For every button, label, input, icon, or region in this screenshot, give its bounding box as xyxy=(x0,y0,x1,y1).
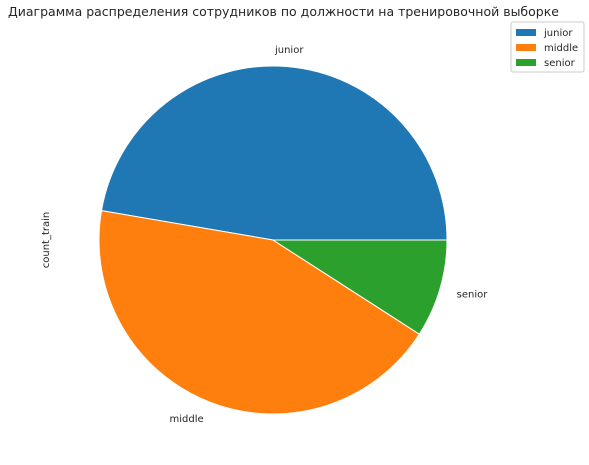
legend-label-junior: junior xyxy=(543,28,573,39)
chart-title: Диаграмма распределения сотрудников по д… xyxy=(8,4,559,19)
pie-slice-junior xyxy=(100,65,448,241)
pie-slice-middle xyxy=(98,210,421,415)
slice-label-junior: junior xyxy=(274,45,304,56)
slice-label-middle: middle xyxy=(170,414,204,425)
slice-label-senior: senior xyxy=(457,289,489,300)
pie-slice-senior xyxy=(271,239,448,335)
pie-slices xyxy=(98,65,448,415)
pie-slice-labels: junior middle senior xyxy=(170,45,489,425)
legend: junior middle senior xyxy=(510,21,585,73)
y-axis-label: count_train xyxy=(41,212,52,269)
legend-label-middle: middle xyxy=(544,43,578,54)
legend-label-senior: senior xyxy=(544,58,576,69)
legend-swatch-junior xyxy=(516,29,536,36)
legend-swatch-senior xyxy=(516,59,536,66)
legend-swatch-middle xyxy=(516,44,536,51)
